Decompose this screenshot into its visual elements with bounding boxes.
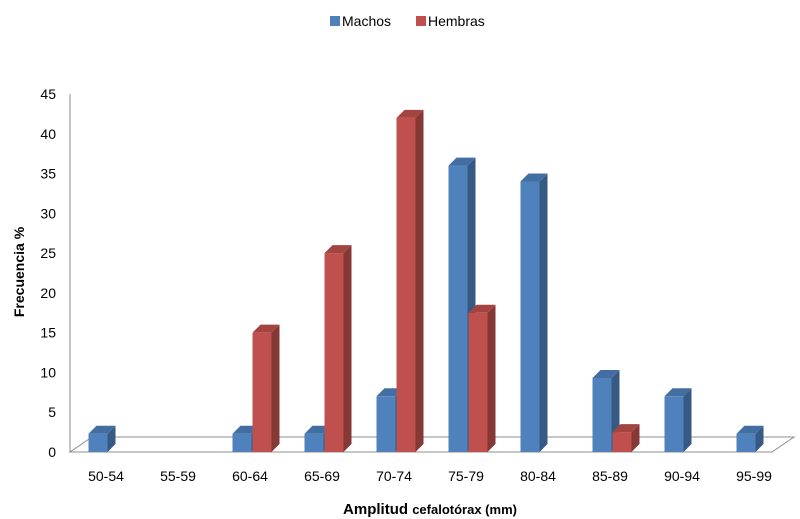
bar-front: [612, 432, 632, 452]
legend-label-machos: Machos: [342, 13, 391, 29]
y-tick-40: 40: [40, 126, 56, 142]
bar-top: [664, 388, 692, 397]
bar-top: [252, 324, 280, 333]
bar-side: [343, 245, 352, 452]
bar-top: [396, 109, 424, 118]
bar-machos-95-99: [736, 425, 764, 452]
x-tick-70-74: 70-74: [376, 468, 412, 484]
y-tick-35: 35: [40, 166, 56, 182]
y-tick-15: 15: [40, 325, 56, 341]
bar-top: [612, 424, 640, 433]
bars: [88, 109, 764, 452]
bar-side: [631, 424, 640, 452]
bar-front: [232, 433, 252, 452]
legend-swatch-machos: [330, 16, 340, 26]
x-tick-80-84: 80-84: [520, 468, 556, 484]
x-tick-labels: 50-54 55-59 60-64 65-69 70-74 75-79 80-84 85-89…: [88, 468, 772, 484]
bar-front: [468, 312, 488, 452]
x-tick-65-69: 65-69: [304, 468, 340, 484]
bar-hembras-75-79: [468, 304, 496, 452]
legend: Machos Hembras: [330, 13, 485, 29]
x-tick-55-59: 55-59: [160, 468, 196, 484]
bar-machos-90-94: [664, 388, 692, 452]
bar-front: [592, 378, 612, 452]
bar-machos-80-84: [520, 173, 548, 452]
bar-side: [271, 324, 280, 452]
bar-side: [487, 304, 496, 452]
bar-top: [592, 370, 620, 379]
legend-label-hembras: Hembras: [428, 13, 485, 29]
y-tick-20: 20: [40, 285, 56, 301]
bar-top: [520, 173, 548, 182]
y-tick-5: 5: [48, 404, 56, 420]
bar-front: [324, 253, 344, 452]
bar-side: [539, 173, 548, 452]
y-tick-labels: 0 5 10 15 20 25 30 35 40 45: [40, 86, 56, 460]
bar-hembras-85-89: [612, 424, 640, 452]
bar-hembras-65-69: [324, 245, 352, 452]
x-tick-90-94: 90-94: [664, 468, 700, 484]
bar-top: [448, 157, 476, 166]
y-tick-0: 0: [48, 444, 56, 460]
bar-top: [736, 425, 764, 434]
bar-side: [683, 388, 692, 452]
bar-top: [88, 425, 116, 434]
y-tick-25: 25: [40, 245, 56, 261]
x-tick-50-54: 50-54: [88, 468, 124, 484]
bar-front: [304, 433, 324, 452]
x-tick-95-99: 95-99: [736, 468, 772, 484]
bar-front: [520, 181, 540, 452]
bar-front: [396, 117, 416, 452]
bar-side: [415, 109, 424, 452]
x-tick-85-89: 85-89: [592, 468, 628, 484]
legend-swatch-hembras: [416, 16, 426, 26]
x-axis-label-rest: cefalotórax (mm): [412, 502, 517, 517]
y-tick-45: 45: [40, 86, 56, 102]
bar-top: [324, 245, 352, 254]
y-tick-30: 30: [40, 205, 56, 221]
y-axis-label: Frecuencia %: [11, 226, 27, 317]
bar-front: [252, 332, 272, 452]
bar-machos-50-54: [88, 425, 116, 452]
bar-top: [468, 304, 496, 313]
bar-hembras-70-74: [396, 109, 424, 452]
x-axis-label: Amplitud cefalotórax (mm): [343, 501, 517, 518]
bar-side: [755, 425, 764, 452]
bar-front: [448, 165, 468, 452]
bar-front: [376, 396, 396, 452]
bar-front: [88, 433, 108, 452]
bar-front: [664, 396, 684, 452]
y-tick-10: 10: [40, 364, 56, 380]
bar-hembras-60-64: [252, 324, 280, 452]
bar-side: [107, 425, 116, 452]
bar-front: [736, 433, 756, 452]
x-tick-75-79: 75-79: [448, 468, 484, 484]
x-tick-60-64: 60-64: [232, 468, 268, 484]
x-axis-label-main: Amplitud: [343, 501, 408, 518]
